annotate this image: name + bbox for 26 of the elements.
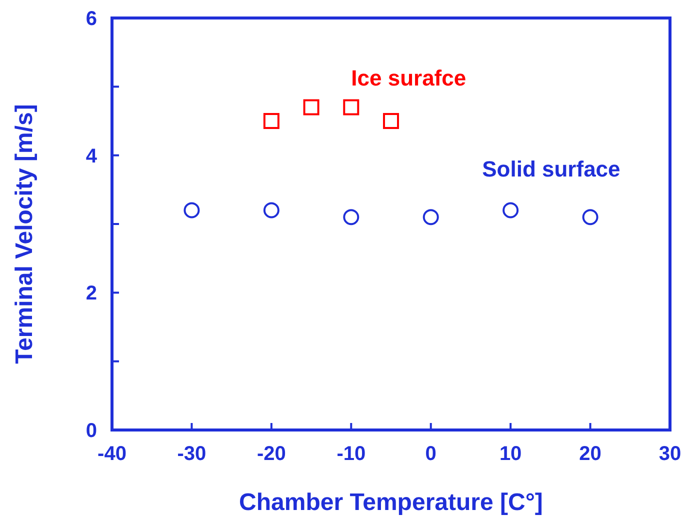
x-tick-label: -40 bbox=[98, 443, 126, 465]
point bbox=[343, 99, 360, 116]
point bbox=[383, 113, 399, 129]
x-axis-title: Chamber Temperature [C°] bbox=[239, 489, 543, 516]
point bbox=[502, 202, 519, 218]
point bbox=[263, 202, 280, 218]
series-label: Solid surface bbox=[482, 156, 620, 182]
x-tick-label: 0 bbox=[425, 443, 436, 465]
point bbox=[343, 209, 360, 226]
x-tick-label: 10 bbox=[499, 443, 522, 465]
point bbox=[422, 209, 439, 226]
x-tick-label: 30 bbox=[658, 443, 682, 465]
point bbox=[303, 99, 320, 116]
x-tick-label: -30 bbox=[177, 443, 206, 465]
point bbox=[582, 209, 598, 226]
x-tick-label: -20 bbox=[256, 443, 286, 465]
y-tick-label: 4 bbox=[86, 145, 98, 168]
y-tick-label: 2 bbox=[86, 282, 97, 305]
y-axis-title: Terminal Velocity [m/s] bbox=[11, 104, 38, 364]
x-tick-label: -10 bbox=[336, 443, 366, 465]
x-tick-label: 20 bbox=[579, 443, 602, 465]
point bbox=[263, 113, 280, 129]
y-tick-label: 6 bbox=[86, 8, 97, 30]
y-tick-label: 0 bbox=[86, 420, 97, 442]
series-label: Ice surafce bbox=[351, 65, 466, 90]
point bbox=[184, 202, 200, 218]
